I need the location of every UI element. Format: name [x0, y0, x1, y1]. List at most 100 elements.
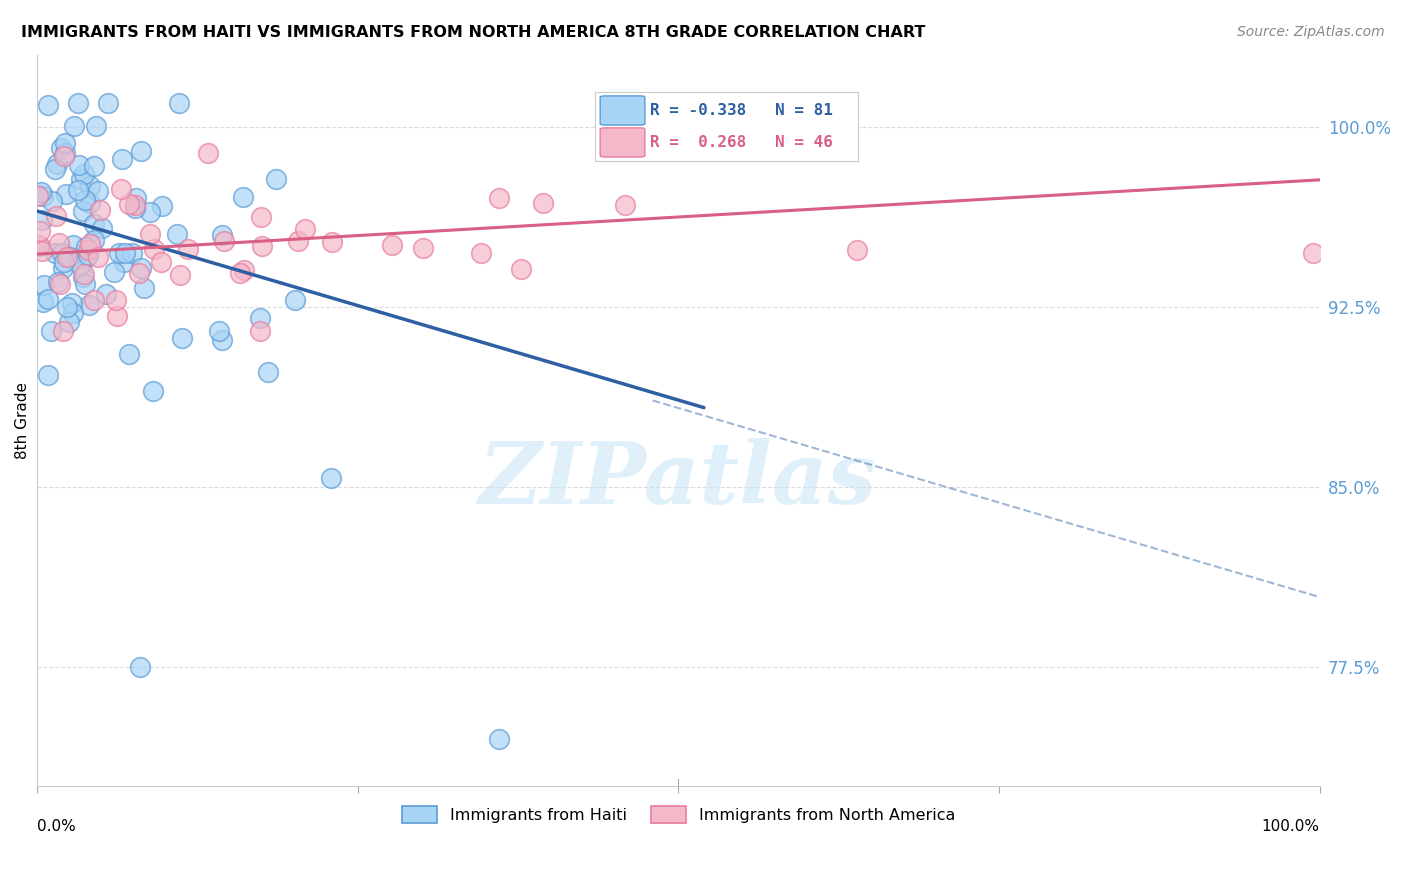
Point — [28, 238, 51, 252]
Point — [91, 220, 114, 235]
Point — [55, 186, 77, 201]
Point — [531, 195, 554, 210]
Point — [46, 156, 69, 170]
Legend: Immigrants from Haiti, Immigrants from North America: Immigrants from Haiti, Immigrants from N… — [395, 799, 962, 830]
Point — [250, 239, 273, 253]
Point — [89, 202, 111, 217]
Point — [124, 201, 146, 215]
Point — [52, 324, 75, 338]
Point — [75, 193, 97, 207]
Point — [211, 227, 233, 242]
Point — [30, 186, 52, 200]
Point — [129, 144, 152, 158]
Point — [87, 184, 110, 198]
Point — [37, 292, 59, 306]
Point — [110, 181, 132, 195]
Point — [86, 119, 108, 133]
Point — [52, 149, 75, 163]
Point — [77, 248, 100, 262]
Point — [211, 333, 233, 347]
Point — [150, 199, 173, 213]
Point — [48, 235, 70, 250]
Point — [104, 293, 127, 307]
Point — [118, 197, 141, 211]
Point — [44, 162, 66, 177]
Point — [31, 188, 53, 202]
Point — [63, 119, 86, 133]
Text: ZIPatlas: ZIPatlas — [479, 438, 877, 521]
Text: IMMIGRANTS FROM HAITI VS IMMIGRANTS FROM NORTH AMERICA 8TH GRADE CORRELATION CHA: IMMIGRANTS FROM HAITI VS IMMIGRANTS FROM… — [21, 25, 925, 40]
Point — [108, 246, 131, 260]
Point — [105, 309, 128, 323]
Point — [77, 243, 100, 257]
Point — [73, 167, 96, 181]
Point — [46, 275, 69, 289]
Point — [70, 171, 93, 186]
Point — [56, 300, 79, 314]
Point — [48, 277, 70, 291]
Point — [72, 204, 94, 219]
Point — [128, 659, 150, 673]
Point — [321, 235, 343, 249]
Point — [114, 255, 136, 269]
Point — [197, 145, 219, 160]
Point — [117, 347, 139, 361]
Point — [53, 145, 76, 160]
Point — [249, 324, 271, 338]
Point — [41, 194, 63, 208]
Point — [31, 213, 53, 227]
Point — [27, 188, 49, 202]
Point — [60, 296, 83, 310]
Point — [30, 224, 52, 238]
Point — [256, 365, 278, 379]
Point — [412, 241, 434, 255]
Point — [87, 250, 110, 264]
Point — [284, 293, 307, 308]
Point — [139, 227, 162, 241]
Y-axis label: 8th Grade: 8th Grade — [15, 383, 30, 459]
Point — [83, 217, 105, 231]
Point — [143, 242, 166, 256]
Point — [77, 298, 100, 312]
Point — [229, 266, 252, 280]
Text: 0.0%: 0.0% — [37, 820, 76, 834]
Point — [138, 205, 160, 219]
Point — [381, 237, 404, 252]
Point — [51, 246, 73, 260]
Point — [470, 246, 492, 260]
Point — [111, 152, 134, 166]
Point — [208, 324, 231, 338]
Text: 100.0%: 100.0% — [1261, 820, 1320, 834]
Point — [34, 277, 56, 292]
Point — [83, 159, 105, 173]
Point — [97, 96, 120, 111]
Point — [128, 267, 150, 281]
Point — [232, 190, 254, 204]
Point — [94, 287, 117, 301]
Point — [488, 731, 510, 746]
Point — [28, 237, 51, 252]
Point — [103, 265, 125, 279]
Point — [79, 237, 101, 252]
Point — [125, 191, 148, 205]
Point — [233, 263, 256, 277]
Point — [31, 244, 53, 258]
Point — [73, 277, 96, 291]
Text: Source: ZipAtlas.com: Source: ZipAtlas.com — [1237, 25, 1385, 39]
Point — [79, 196, 101, 211]
Point — [44, 246, 66, 260]
Point — [845, 244, 868, 258]
Point — [52, 261, 75, 276]
Point — [114, 245, 136, 260]
Point — [27, 189, 49, 203]
Point — [72, 269, 94, 284]
Point — [39, 324, 62, 338]
Point — [142, 384, 165, 398]
Point — [129, 261, 152, 276]
Point — [32, 294, 55, 309]
Point — [613, 197, 636, 211]
Point — [62, 238, 84, 252]
Point — [1302, 246, 1324, 260]
Point — [75, 240, 97, 254]
Point — [56, 250, 79, 264]
